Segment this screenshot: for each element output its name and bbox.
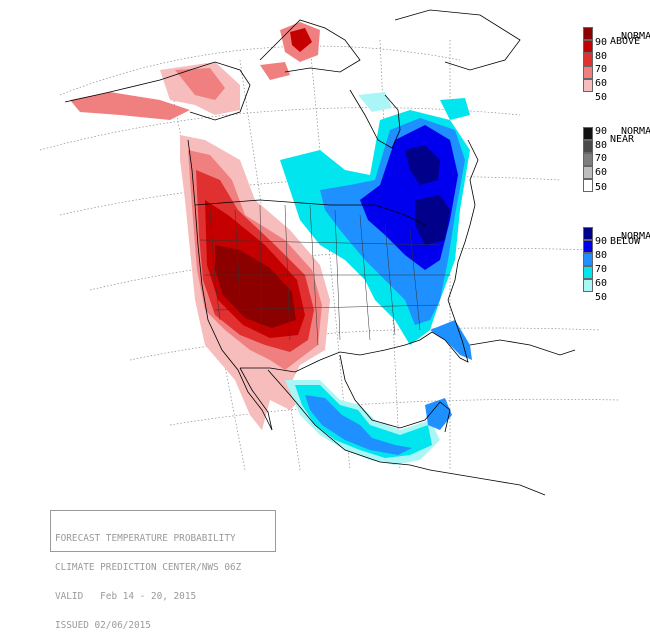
legend-below-70: 70 [595,264,608,275]
below-yucatan [425,398,452,430]
legend-below-70-swatch [583,253,593,266]
legend-above-60: 60 [595,78,608,89]
legend-above-60-swatch [583,66,593,79]
legend-near-suffix: NORMAL [621,126,650,137]
west-coast [187,139,273,431]
legend-near: 90 80 70 60 50 NEAR NORMAL [583,126,650,205]
legend-below-50: 50 [595,292,608,303]
legend-near-50: 50 [595,182,608,193]
below-80-region-east [415,195,450,245]
legend-below-80-swatch [583,240,593,253]
florida-coast [431,299,469,363]
legend-above-70: 70 [595,64,608,75]
state-lines [199,204,450,346]
legend-near-80-swatch [583,140,593,153]
forecast-map [39,9,621,496]
us-mexico-border [240,359,321,373]
legend-near-70-swatch [583,153,593,166]
above-normal-regions [70,22,330,430]
legend-near-90: 90 [595,126,608,137]
central-america [429,469,546,496]
caribbean [469,339,576,356]
legend-above-70-swatch [583,53,593,66]
legend-near-60-swatch [583,166,593,179]
legend-above-50: 50 [595,92,608,103]
coastlines [64,9,576,496]
forecast-info-box: FORECAST TEMPERATURE PROBABILITY CLIMATE… [50,510,276,630]
legend-below-label: BELOW [610,236,641,247]
legend-above-50-swatch [583,79,593,92]
mexico-west-coast [267,369,431,471]
below-mexico-70 [305,395,412,455]
legend-near-90-swatch [583,127,593,140]
us-canada-border [194,199,426,226]
info-issued: ISSUED 02/06/2015 [55,619,151,631]
arctic-islands [259,19,361,73]
info-valid: VALID Feb 14 - 20, 2015 [55,590,197,602]
below-normal-regions [280,92,472,465]
legend-near-50-swatch [583,179,593,192]
legend-near-60: 60 [595,167,608,178]
graticule [39,39,621,471]
below-labrador [440,98,470,120]
above-aleutians [70,92,190,120]
below-florida [430,320,472,360]
legend-above-80-swatch [583,40,593,53]
legend-near-80: 80 [595,140,608,151]
legend-below-60: 60 [595,278,608,289]
east-coast [447,139,479,301]
above-arctic-inner [290,28,312,52]
legend-near-label: NEAR [610,134,635,145]
legend-above: 90 80 70 60 50 ABOVE NORMAL [583,27,650,105]
legend-below-suffix: NORMAL [621,231,650,242]
baja [239,367,273,431]
above-90-region [215,245,296,328]
mexico-gulf-coast [339,354,451,433]
legend-below-90-swatch [583,227,593,240]
legend-below-60-swatch [583,266,593,279]
greenland [394,9,521,71]
legend-below: 90 80 70 60 50 BELOW NORMAL [583,227,650,307]
legend-below-80: 80 [595,250,608,261]
info-source: CLIMATE PREDICTION CENTER/NWS 06Z [55,561,242,573]
legend-above-90: 90 [595,37,608,48]
below-hudson [358,92,392,112]
legend-below-90: 90 [595,236,608,247]
above-alaska-inner [175,68,225,100]
legend-near-70: 70 [595,153,608,164]
legend-above-label: ABOVE [610,36,641,47]
gulf-coast [319,331,433,361]
hudson-bay [349,89,401,149]
below-80-region [405,145,440,185]
legend-above-suffix: NORMAL [621,31,650,42]
alaska-coast [64,61,251,121]
legend-below-50-swatch [583,279,593,292]
legend-above-80: 80 [595,51,608,62]
above-arctic-west [260,62,290,80]
info-title: FORECAST TEMPERATURE PROBABILITY [55,533,236,545]
legend-above-90-swatch [583,27,593,40]
